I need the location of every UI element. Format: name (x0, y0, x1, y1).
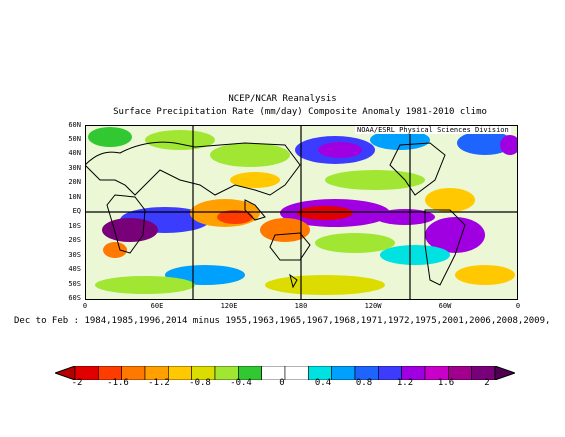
map-gridlines (85, 125, 518, 300)
colorbar-label: -1.6 (107, 378, 129, 388)
map-subtitle: Surface Precipitation Rate (mm/day) Comp… (113, 107, 487, 117)
colorbar-label: 0.8 (355, 378, 373, 388)
colorbar-label: 0 (279, 378, 285, 388)
lon-label: 180 (294, 302, 308, 310)
colorbar-label: 1.2 (396, 378, 414, 388)
credit-label: NOAA/ESRL Physical Sciences Division (355, 126, 511, 134)
colorbar-swatch (284, 366, 309, 380)
map-canvas (85, 125, 518, 300)
colorbar (55, 366, 515, 380)
lat-label: 40N (68, 149, 81, 157)
colorbar-swatch (168, 366, 192, 380)
colorbar-label: -0.4 (230, 378, 252, 388)
colorbar-right-arrow (494, 366, 515, 380)
lon-label: 0 (82, 302, 88, 310)
lat-label: 50N (68, 135, 81, 143)
composite-caption: Dec to Feb : 1984,1985,1996,2014 minus 1… (14, 316, 551, 326)
coastlines (85, 141, 466, 289)
colorbar-label: 1.6 (437, 378, 455, 388)
lat-label: 60S (68, 294, 81, 302)
lat-label: 30N (68, 164, 81, 172)
colorbar-label: 2 (484, 378, 490, 388)
colorbar-label: -2 (71, 378, 83, 388)
map-title: NCEP/NCAR Reanalysis (228, 94, 337, 104)
colorbar-label: 0.4 (314, 378, 332, 388)
lat-label: 20N (68, 178, 81, 186)
colorbar-swatch (331, 366, 356, 380)
lat-label: 50S (68, 280, 81, 288)
lat-label: EQ (72, 207, 81, 215)
precipitation-anomaly-map (85, 125, 518, 300)
lat-label: 10S (68, 222, 81, 230)
lat-label: 60N (68, 121, 81, 129)
colorbar-label: -0.8 (189, 378, 211, 388)
lon-label: 60W (438, 302, 452, 310)
lat-label: 40S (68, 265, 81, 273)
lon-label: 60E (150, 302, 164, 310)
lat-label: 20S (68, 236, 81, 244)
lon-label: 120E (220, 302, 238, 310)
colorbar-label: -1.2 (148, 378, 170, 388)
lat-label: 30S (68, 251, 81, 259)
lon-label: 120W (364, 302, 382, 310)
lon-label: 0 (515, 302, 521, 310)
lat-label: 10N (68, 193, 81, 201)
